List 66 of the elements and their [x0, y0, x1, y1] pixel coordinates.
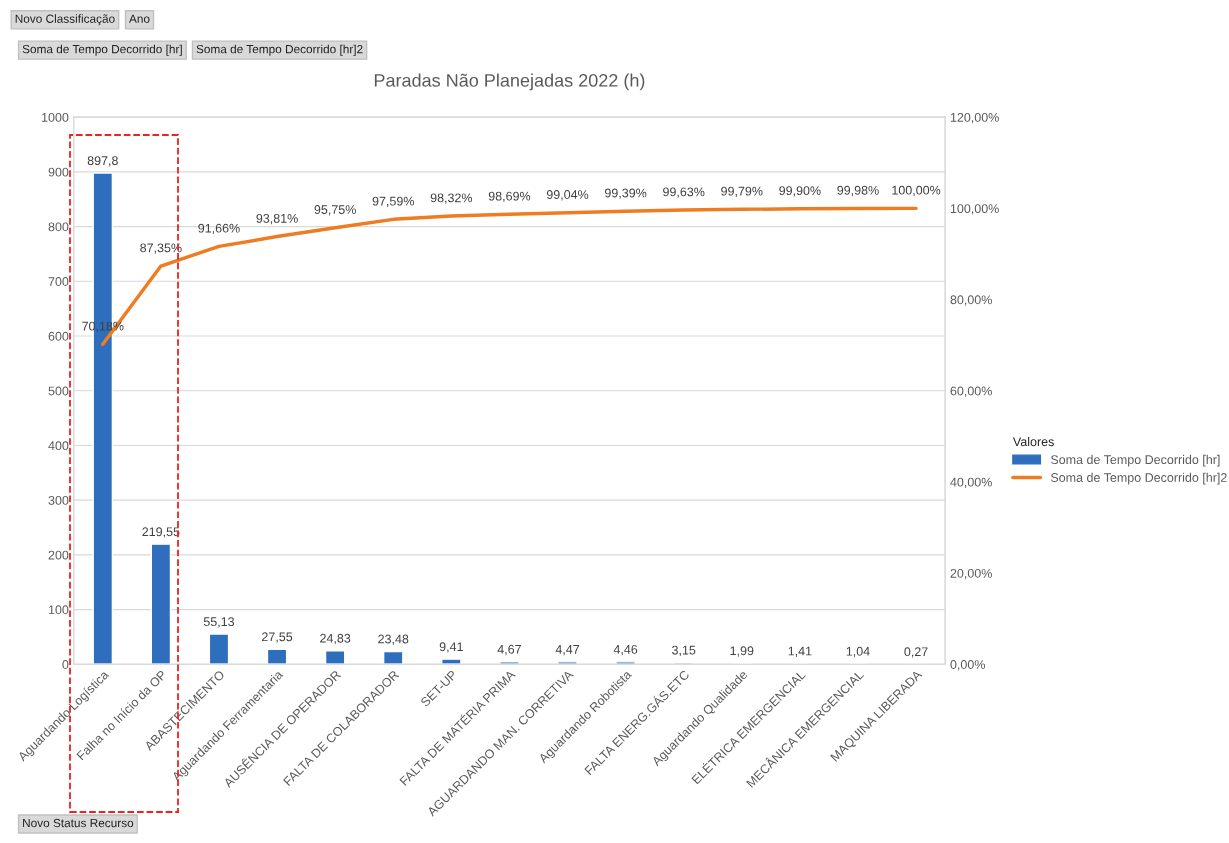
data-label: 70,18% — [82, 321, 124, 333]
bar — [557, 661, 578, 665]
y2-tick-label: 0,00% — [950, 660, 985, 671]
data-label: 95,75% — [314, 205, 356, 216]
data-label: 99,04% — [546, 190, 589, 201]
y2-tick-label: 80,00% — [950, 295, 992, 306]
text: Ano — [129, 14, 150, 23]
y2-tick-label: 20,00% — [950, 568, 992, 580]
bar — [382, 650, 404, 665]
bar — [324, 650, 346, 665]
data-label: 99,63% — [663, 187, 705, 198]
text: Novo Status Recurso — [23, 818, 134, 828]
data-label: 9,41 — [439, 642, 463, 653]
data-label: 1,99 — [730, 646, 754, 657]
y-tick-label: 600 — [48, 331, 69, 341]
data-label: 87,35% — [140, 243, 182, 254]
y-tick-label: 900 — [48, 167, 69, 177]
data-label: 99,90% — [779, 186, 821, 197]
data-label: 23,48 — [378, 634, 409, 645]
legend-label: Soma de Tempo Decorrido [hr]2 — [1050, 472, 1227, 485]
y-tick-label: 400 — [48, 441, 69, 451]
data-label: 93,81% — [256, 213, 298, 225]
data-label: 897,8 — [87, 156, 118, 167]
bar — [615, 661, 636, 665]
bar — [441, 658, 462, 665]
data-label: 98,32% — [430, 193, 473, 204]
data-label: 99,98% — [837, 185, 879, 197]
data-label: 1,41 — [788, 646, 812, 657]
y-tick-label: 800 — [48, 222, 69, 232]
bar — [266, 648, 288, 665]
text: Soma de Tempo Decorrido [hr] — [22, 44, 182, 56]
y-tick-label: 700 — [48, 277, 69, 286]
data-label: 4,47 — [555, 645, 580, 656]
data-label: 99,79% — [721, 186, 763, 198]
legend-label: Soma de Tempo Decorrido [hr] — [1050, 454, 1220, 467]
data-label: 4,46 — [613, 644, 638, 656]
bar — [150, 543, 172, 665]
y-tick-label: 200 — [48, 550, 69, 560]
y2-tick-label: 40,00% — [950, 477, 992, 489]
y-tick-label: 0 — [62, 660, 69, 669]
data-label: 219,55 — [142, 527, 180, 538]
text: Novo Classificação — [15, 14, 115, 26]
data-label: 4,67 — [497, 644, 521, 656]
bar — [208, 633, 230, 665]
y-tick-label: 100 — [48, 605, 69, 615]
text: Soma de Tempo Decorrido [hr]2 — [196, 44, 363, 56]
data-label: 24,83 — [320, 633, 351, 645]
data-label: 91,66% — [198, 223, 240, 235]
y2-tick-label: 120,00% — [950, 112, 999, 124]
data-label: 3,15 — [672, 645, 696, 657]
chart-title: Paradas Não Planejadas 2022 (h) — [374, 73, 645, 91]
data-label: 27,55 — [262, 632, 293, 643]
data-label: 0,27 — [904, 647, 928, 658]
data-label: 100,00% — [892, 185, 941, 197]
data-label: 55,13 — [203, 617, 235, 628]
y2-tick-label: 100,00% — [950, 204, 999, 215]
y-tick-label: 300 — [48, 495, 69, 505]
y-tick-label: 500 — [48, 386, 69, 396]
y2-tick-label: 60,00% — [950, 386, 992, 397]
legend-title: Valores — [1012, 436, 1054, 447]
data-label: 99,39% — [604, 188, 647, 199]
data-label: 97,59% — [372, 196, 414, 208]
data-label: 1,04 — [846, 646, 870, 658]
bar — [499, 661, 520, 665]
data-label: 98,69% — [488, 191, 531, 203]
y-tick-label: 1000 — [42, 112, 69, 122]
